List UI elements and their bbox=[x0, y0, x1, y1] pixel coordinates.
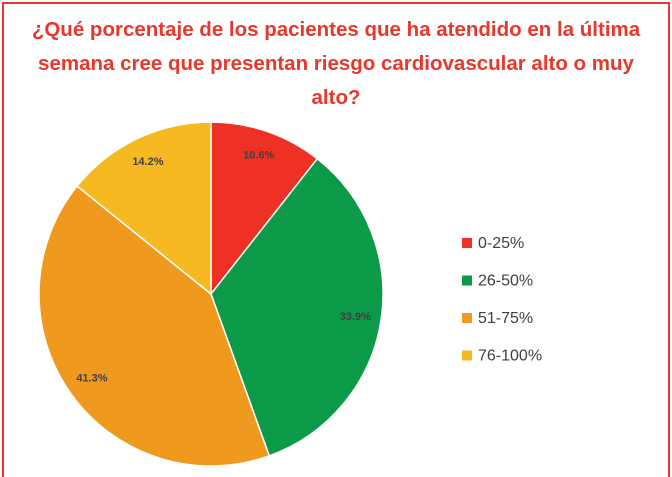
legend-marker bbox=[462, 350, 472, 361]
legend-label: 51-75% bbox=[478, 310, 533, 327]
legend-marker bbox=[462, 238, 472, 248]
pie-slice bbox=[76, 121, 212, 296]
legend-label: 76-100% bbox=[478, 348, 542, 365]
chart-title: ¿Qué porcentaje de los pacientes que ha … bbox=[31, 18, 641, 109]
pie-slice bbox=[210, 121, 319, 297]
pie-slice bbox=[210, 157, 384, 457]
data-label: 14.2% bbox=[132, 156, 163, 168]
legend-label: 26-50% bbox=[478, 273, 533, 290]
pie-slice bbox=[38, 184, 271, 467]
legend-marker bbox=[462, 313, 472, 323]
legend-marker bbox=[462, 275, 472, 286]
data-label: 10.6% bbox=[243, 150, 274, 162]
data-label: 41.3% bbox=[76, 373, 107, 385]
legend-label: 0-25% bbox=[478, 235, 524, 252]
data-label: 33.9% bbox=[340, 311, 371, 323]
